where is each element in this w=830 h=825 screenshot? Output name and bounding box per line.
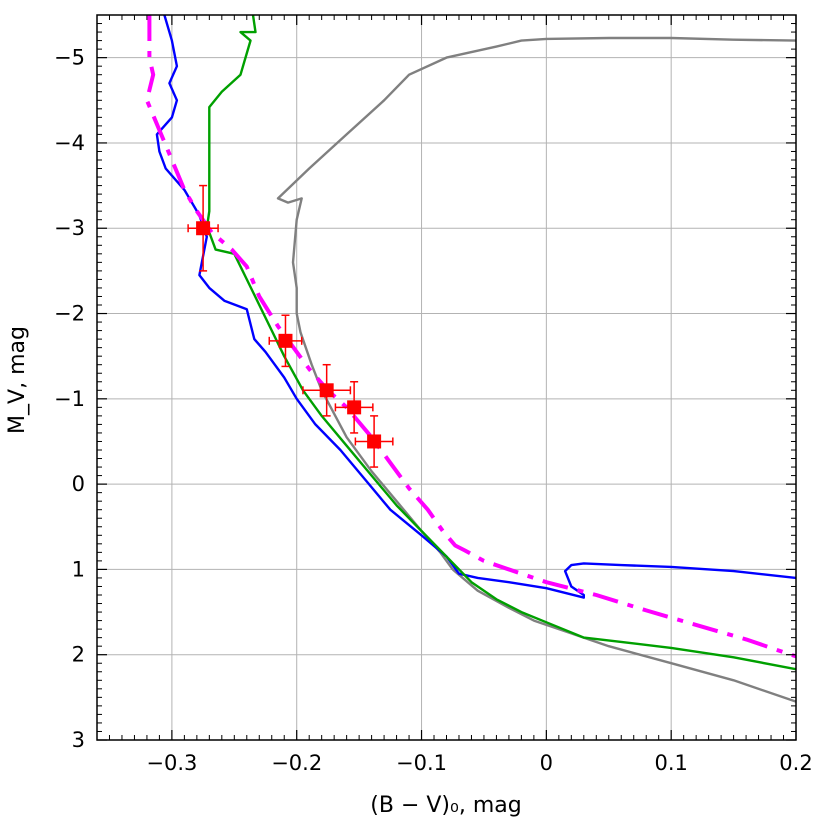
- point-marker: [367, 434, 382, 449]
- x-axis-title: (B − V)₀, mag: [370, 793, 521, 818]
- y-axis-ticks: −5 −4 −3 −2 −1 0 1 2 3: [54, 46, 796, 752]
- data-point: [334, 381, 374, 434]
- isochrone-line: [155, 15, 796, 599]
- point-marker: [319, 383, 334, 398]
- y-tick-label: −5: [54, 46, 85, 70]
- plot-frame: [96, 14, 797, 741]
- isochrone-curves: [144, 15, 796, 703]
- y-tick-label: 1: [72, 557, 85, 581]
- data-point: [354, 415, 394, 468]
- y-axis-title: M_V, mag: [5, 326, 30, 434]
- x-tick-label: 0.2: [779, 751, 812, 775]
- isochrone-line: [276, 36, 796, 571]
- y-tick-label: 0: [72, 472, 85, 496]
- x-tick-label: −0.3: [146, 751, 197, 775]
- data-points: [187, 184, 394, 468]
- isochrone-line: [144, 15, 796, 659]
- minor-ticks: [96, 14, 796, 740]
- point-marker: [196, 221, 211, 236]
- x-tick-label: 0: [540, 751, 553, 775]
- y-tick-label: 3: [72, 728, 85, 752]
- data-point: [268, 314, 303, 368]
- y-tick-label: 2: [72, 643, 85, 667]
- point-marker: [347, 400, 362, 415]
- x-tick-label: −0.1: [396, 751, 447, 775]
- y-tick-label: −2: [54, 302, 85, 326]
- x-axis-ticks: −0.3 −0.2 −0.1 0 0.1 0.2: [146, 15, 813, 775]
- data-point: [187, 184, 219, 272]
- y-tick-label: −3: [54, 216, 85, 240]
- isochrone-line: [451, 568, 796, 703]
- isochrone-line: [205, 15, 796, 671]
- x-tick-label: 0.1: [654, 751, 687, 775]
- grid: [97, 15, 797, 740]
- y-tick-label: −4: [54, 131, 85, 155]
- y-tick-label: −1: [54, 387, 85, 411]
- data-point: [302, 363, 352, 417]
- point-marker: [278, 333, 293, 348]
- x-tick-label: −0.2: [271, 751, 322, 775]
